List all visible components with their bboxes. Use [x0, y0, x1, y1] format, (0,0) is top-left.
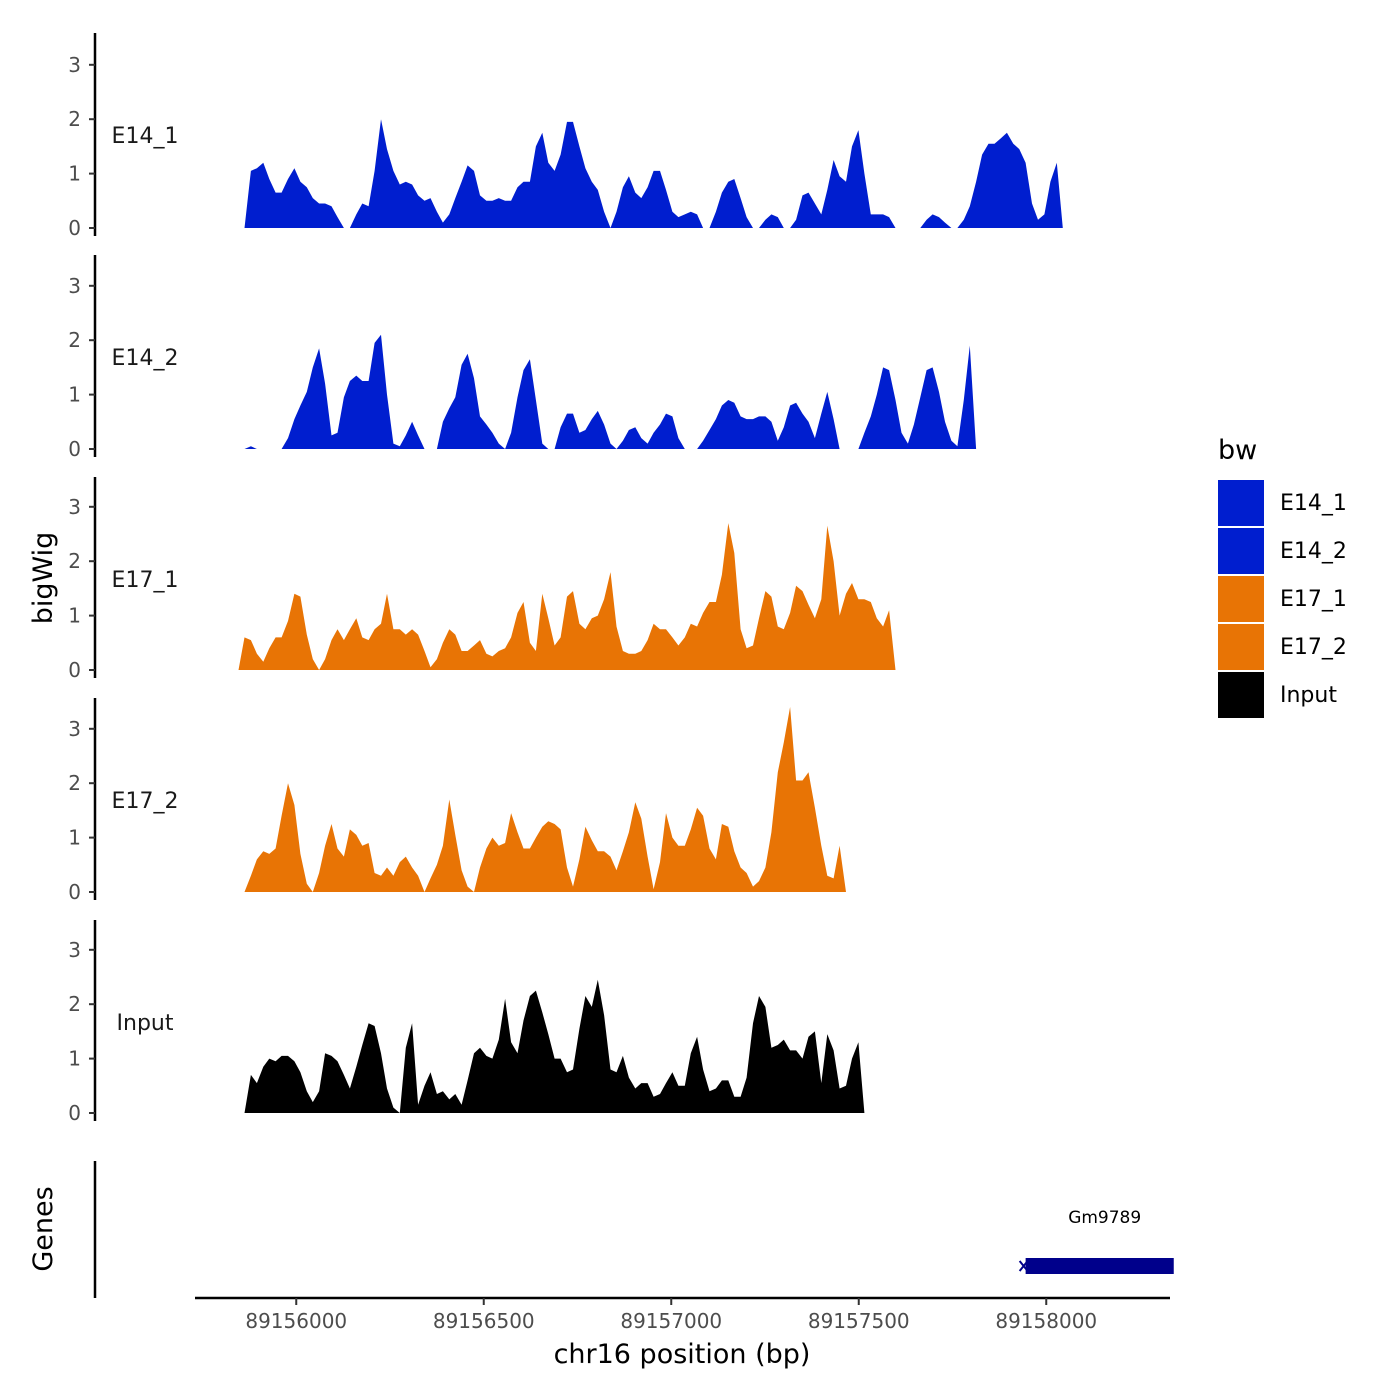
y-tick-label: 3 — [68, 938, 81, 962]
coverage-area — [195, 523, 1169, 670]
gene-body — [1025, 1258, 1174, 1274]
gene-label: Gm9789 — [1068, 1208, 1141, 1228]
x-tick-label: 89157000 — [620, 1309, 722, 1333]
strand-arrow-icon — [1018, 1260, 1029, 1272]
y-axis-title: bigWig — [28, 532, 59, 625]
y-tick-label: 3 — [68, 495, 81, 519]
legend-label: E14_2 — [1280, 539, 1347, 564]
y-tick-label: 0 — [68, 437, 81, 461]
y-tick-label: 3 — [68, 53, 81, 77]
x-tick-label: 89157500 — [808, 1309, 910, 1333]
x-axis: 89156000 89156500 89157000 89157500 89158000 — [195, 1296, 1170, 1333]
x-tick-label: 89156500 — [433, 1309, 535, 1333]
track-label: E17_1 — [112, 568, 179, 593]
legend-label: E17_1 — [1280, 587, 1347, 612]
x-tick-label: 89158000 — [995, 1309, 1097, 1333]
y-tick-label: 0 — [68, 1101, 81, 1125]
y-tick-label: 2 — [68, 992, 81, 1016]
y-tick-label: 2 — [68, 549, 81, 573]
legend-swatch — [1218, 624, 1264, 670]
coverage-area — [195, 334, 1144, 449]
legend-swatch — [1218, 528, 1264, 574]
legend-swatch — [1218, 480, 1264, 526]
legend: bw E14_1 E14_2 E17_1 E17_2 Input — [1218, 435, 1347, 718]
y-tick-label: 0 — [68, 658, 81, 682]
track-label: E14_2 — [112, 346, 179, 371]
y-tick-label: 0 — [68, 880, 81, 904]
y-tick-label: 1 — [68, 383, 81, 407]
genes-panel: Genes Gm9789 — [28, 1161, 1174, 1298]
tracks-layer: 0 1 2 3 E14_1 0 1 2 3 E14_2 0 1 2 3 E17_1 0 1 2 3 E17_2 0 1 2 3… — [68, 33, 1169, 1125]
genes-panel-title: Genes — [28, 1186, 59, 1271]
legend-label: E17_2 — [1280, 635, 1347, 660]
track-label: E14_1 — [112, 124, 179, 149]
y-tick-label: 1 — [68, 162, 81, 186]
track-E17_2: 0 1 2 3 E17_2 — [68, 698, 1169, 904]
y-tick-label: 3 — [68, 274, 81, 298]
track-Input: 0 1 2 3 Input — [68, 920, 1169, 1125]
legend-label: E14_1 — [1280, 491, 1347, 516]
track-E14_1: 0 1 2 3 E14_1 — [68, 33, 1144, 240]
y-tick-label: 0 — [68, 216, 81, 240]
y-tick-label: 2 — [68, 771, 81, 795]
y-tick-label: 1 — [68, 604, 81, 628]
track-label: E17_2 — [112, 789, 179, 814]
legend-swatch — [1218, 672, 1264, 718]
legend-title: bw — [1218, 435, 1257, 466]
x-tick-label: 89156000 — [245, 1309, 347, 1333]
track-label: Input — [117, 1011, 174, 1036]
legend-swatch — [1218, 576, 1264, 622]
y-tick-label: 1 — [68, 826, 81, 850]
x-axis-title: chr16 position (bp) — [554, 1339, 811, 1370]
y-tick-label: 2 — [68, 107, 81, 131]
track-E14_2: 0 1 2 3 E14_2 — [68, 255, 1144, 461]
coverage-area — [195, 979, 1169, 1113]
legend-label: Input — [1280, 683, 1337, 708]
coverage-area — [195, 119, 1144, 228]
coverage-area — [195, 707, 1169, 892]
y-tick-label: 2 — [68, 328, 81, 352]
y-tick-label: 3 — [68, 717, 81, 741]
y-tick-label: 1 — [68, 1047, 81, 1071]
track-E17_1: 0 1 2 3 E17_1 — [68, 477, 1169, 682]
